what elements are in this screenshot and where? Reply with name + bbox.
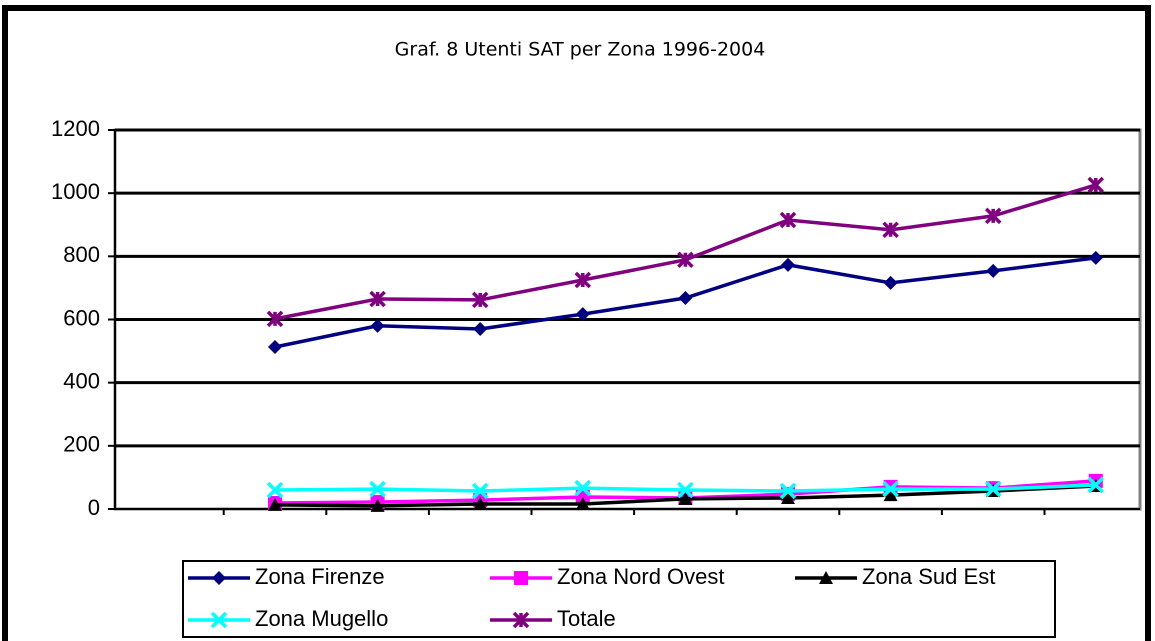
marker (1088, 250, 1103, 265)
marker (882, 221, 899, 239)
marker (266, 310, 284, 328)
marker (779, 211, 797, 229)
marker (370, 498, 385, 512)
marker (883, 488, 898, 502)
marker (883, 275, 898, 290)
marker (781, 257, 795, 272)
marker (678, 491, 693, 505)
legend-label: Zona Nord Ovest (557, 564, 725, 589)
y-tick-label: 1200 (51, 116, 100, 141)
legend-marker (514, 571, 528, 585)
marker (473, 321, 488, 336)
marker (882, 480, 899, 498)
chart-title: Graf. 8 Utenti SAT per Zona 1996-2004 (395, 39, 766, 61)
marker (678, 291, 693, 306)
marker (779, 482, 797, 500)
legend-label: Totale (557, 606, 616, 631)
y-tick-label: 0 (88, 495, 100, 520)
marker (986, 263, 1001, 278)
marker (1087, 476, 1105, 494)
y-tick-label: 200 (63, 432, 100, 457)
marker (781, 490, 795, 504)
marker (268, 339, 282, 354)
marker (575, 496, 590, 510)
marker (1087, 176, 1105, 194)
legend (182, 560, 1056, 638)
marker (473, 496, 488, 510)
marker (369, 290, 386, 308)
marker (575, 307, 590, 322)
legend-marker (512, 611, 530, 629)
y-tick-label: 400 (63, 368, 100, 393)
y-tick-label: 1000 (51, 179, 100, 204)
marker (268, 497, 282, 511)
marker (574, 479, 592, 497)
marker (677, 481, 694, 499)
marker (266, 481, 284, 499)
marker (984, 480, 1002, 498)
legend-marker (212, 571, 226, 585)
marker (574, 271, 592, 289)
marker (369, 480, 386, 498)
y-tick-label: 600 (63, 305, 100, 330)
legend-label: Zona Firenze (255, 564, 385, 589)
y-tick-label: 800 (63, 242, 100, 267)
marker (471, 482, 489, 500)
marker (677, 251, 694, 269)
marker (984, 207, 1002, 225)
legend-marker (210, 611, 228, 629)
marker (370, 318, 385, 333)
marker (471, 291, 489, 309)
legend-label: Zona Sud Est (862, 564, 995, 589)
legend-marker (819, 571, 833, 584)
legend-label: Zona Mugello (255, 606, 388, 631)
